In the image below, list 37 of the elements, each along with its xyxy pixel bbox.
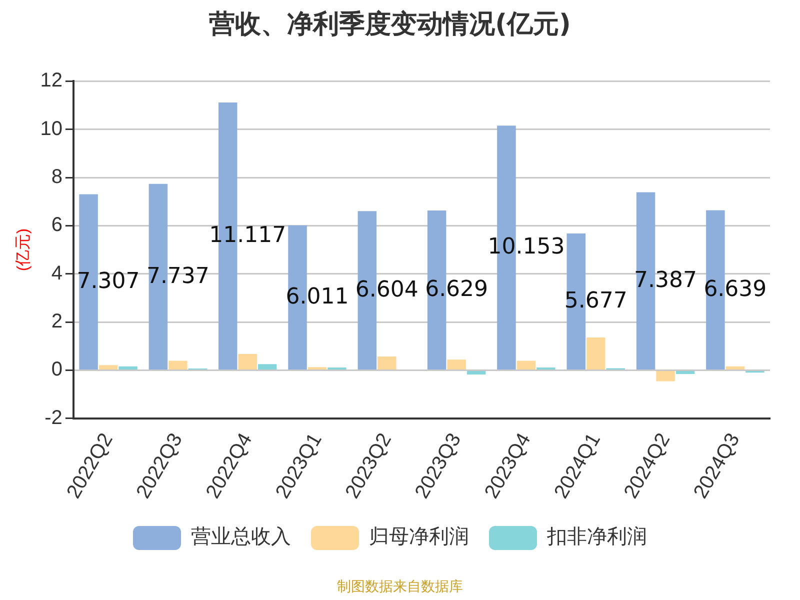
bar bbox=[118, 366, 138, 370]
y-tick-label: 8 bbox=[51, 166, 62, 188]
data-label: 6.011 bbox=[286, 284, 349, 310]
y-tick-label: 6 bbox=[51, 214, 62, 236]
bar bbox=[258, 364, 277, 370]
data-label: 7.307 bbox=[76, 268, 140, 294]
data-label: 5.677 bbox=[564, 288, 628, 314]
y-tick-label: 12 bbox=[40, 70, 62, 92]
bar bbox=[168, 360, 188, 370]
chart-title: 营收、净利季度变动情况(亿元) bbox=[208, 9, 571, 40]
bar bbox=[656, 370, 675, 382]
bar bbox=[466, 370, 486, 375]
data-label: 6.629 bbox=[425, 277, 488, 302]
bar bbox=[98, 365, 118, 370]
bar bbox=[447, 360, 466, 370]
y-axis-title: (亿元) bbox=[15, 228, 32, 272]
bar bbox=[586, 337, 606, 370]
data-label: 10.153 bbox=[488, 234, 565, 260]
data-label: 6.604 bbox=[355, 277, 418, 302]
legend-label: 扣非净利润 bbox=[546, 524, 647, 548]
data-label: 7.737 bbox=[146, 264, 210, 289]
y-tick-label: 2 bbox=[51, 310, 62, 333]
bar bbox=[676, 370, 695, 374]
y-tick-label: 4 bbox=[51, 262, 62, 284]
data-label: 11.117 bbox=[209, 223, 286, 248]
bar bbox=[726, 366, 745, 370]
bar bbox=[378, 356, 396, 370]
legend-label: 归母净利润 bbox=[369, 524, 469, 548]
y-tick-label: 10 bbox=[40, 118, 62, 140]
data-label: 7.387 bbox=[634, 268, 698, 293]
y-tick-label: -2 bbox=[44, 406, 62, 429]
legend-label: 营业总收入 bbox=[191, 524, 291, 548]
bar bbox=[516, 360, 536, 370]
data-label: 6.639 bbox=[704, 276, 767, 302]
bar bbox=[238, 354, 257, 370]
y-tick-label: 0 bbox=[51, 358, 62, 381]
text: 制图数据来自数据库 bbox=[336, 578, 464, 596]
